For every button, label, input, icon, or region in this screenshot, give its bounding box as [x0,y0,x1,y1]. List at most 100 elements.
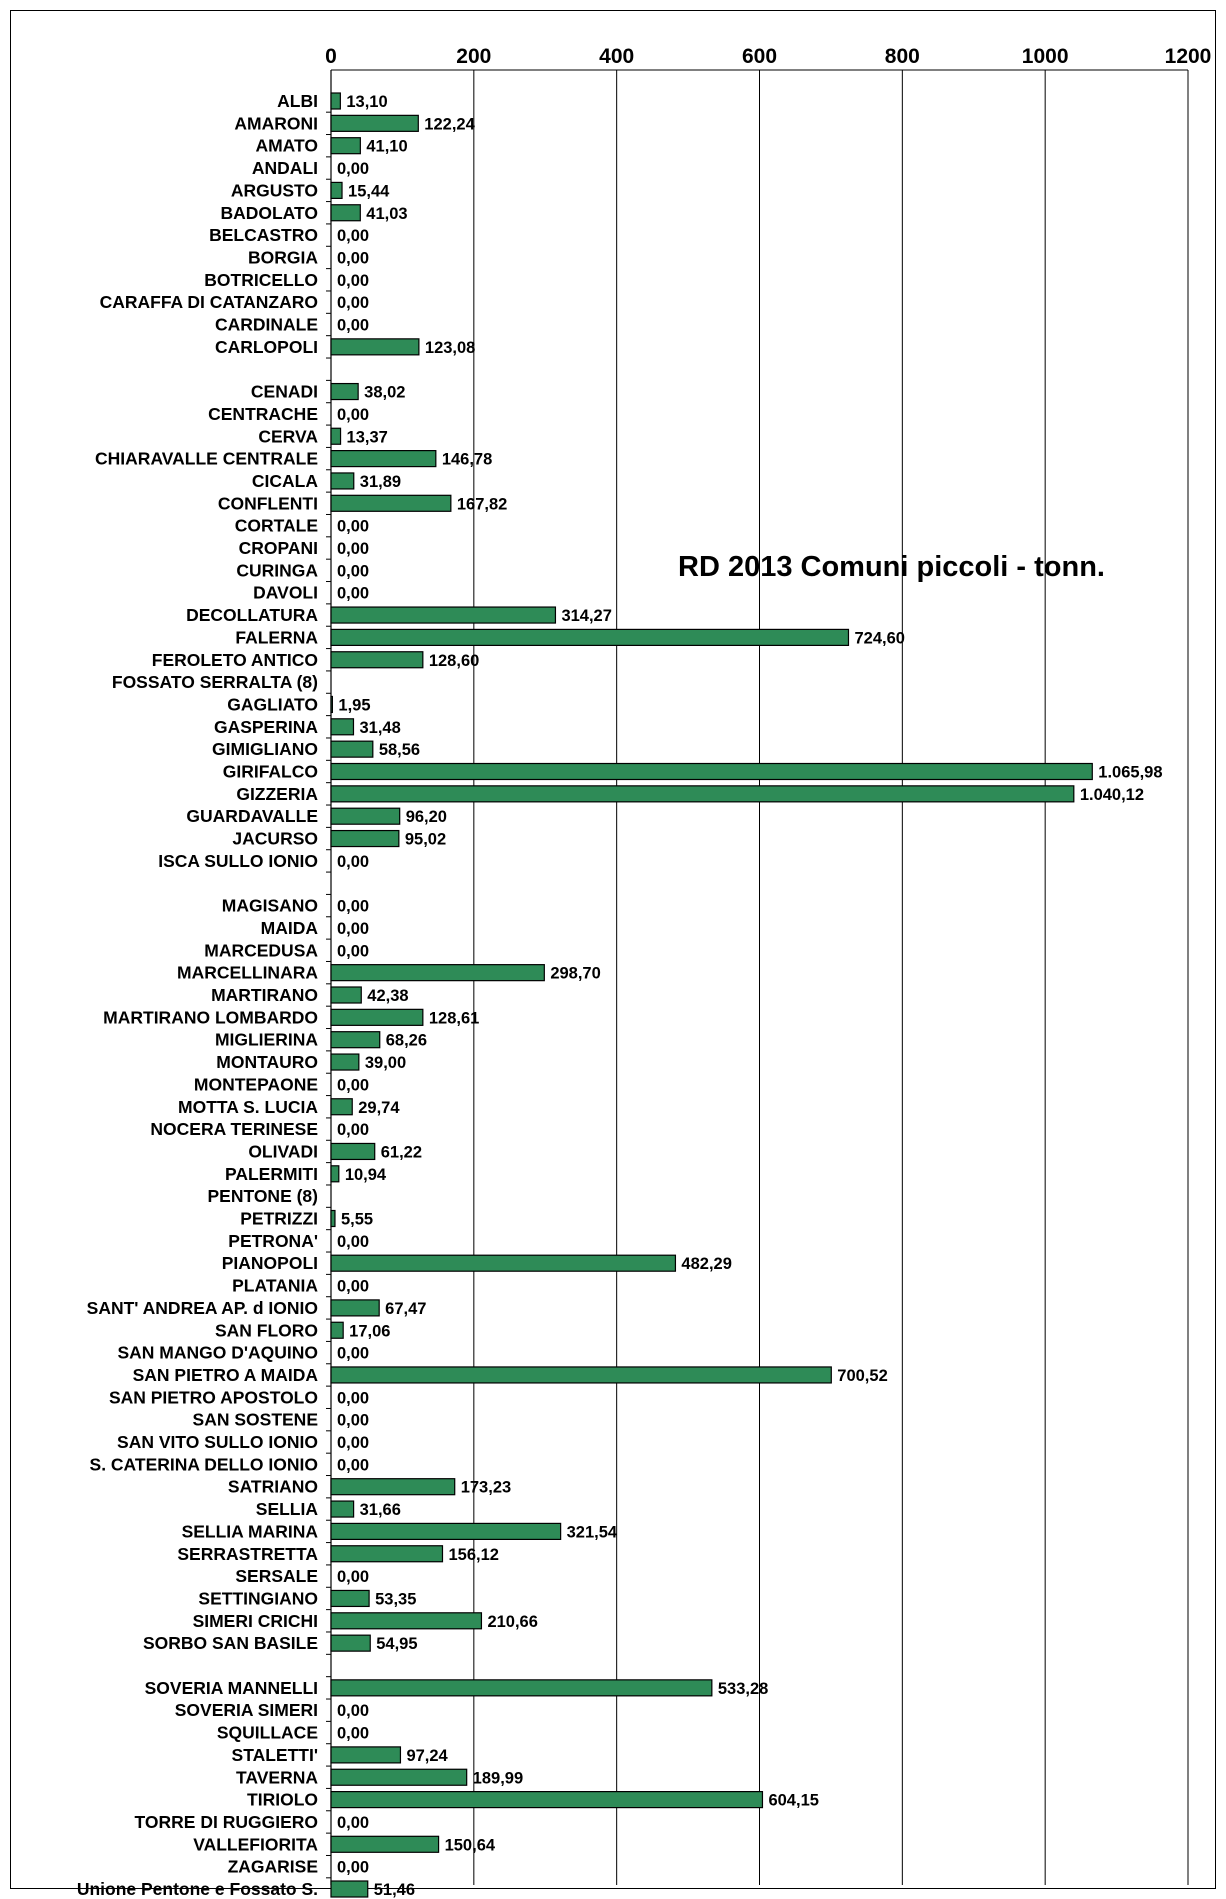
chart-frame [10,10,1216,1889]
value-label: 128,60 [429,652,479,670]
category-label: TORRE DI RUGGIERO [135,1812,318,1832]
category-label: SAN PIETRO A MAIDA [133,1365,319,1385]
bar [330,829,400,848]
bar [330,1545,444,1563]
value-label: 31,89 [360,473,401,491]
category-label: CARDINALE [215,315,318,335]
value-label: 210,66 [487,1613,537,1631]
value-label: 189,99 [473,1769,523,1787]
category-label: CARAFFA DI CATANZARO [100,292,318,312]
bar [330,427,342,445]
value-label: 0,00 [337,518,369,536]
category-label: ANDALI [252,158,318,178]
value-label: 13,10 [346,93,387,111]
x-tick-label: 200 [456,45,491,68]
value-label: 0,00 [337,1814,369,1832]
value-label: 0,00 [337,294,369,312]
category-label: SIMERI CRICHI [193,1611,318,1631]
value-label: 0,00 [337,1456,369,1474]
category-label: ISCA SULLO IONIO [158,851,318,871]
category-label: CONFLENTI [218,493,318,513]
category-label: FALERNA [235,627,318,647]
category-label: MAIDA [261,918,319,938]
value-label: 41,03 [366,205,407,223]
bars [330,92,1093,1898]
value-label: 97,24 [406,1747,448,1765]
value-label: 0,00 [337,540,369,558]
value-label: 0,00 [337,1233,369,1251]
value-label: 17,06 [349,1322,390,1340]
bar [330,964,545,982]
value-label: 61,22 [381,1143,422,1161]
category-label: MONTEPAONE [194,1074,318,1094]
value-label: 150,64 [445,1836,496,1854]
bar [330,450,437,468]
value-label: 173,23 [461,1479,511,1497]
value-label: 15,44 [348,182,390,200]
bar [330,1679,713,1697]
value-label: 0,00 [337,1725,369,1743]
value-label: 0,00 [337,227,369,245]
bar [330,1634,371,1652]
chart-title: RD 2013 Comuni piccoli - tonn. [678,551,1105,583]
category-label: CORTALE [235,516,318,536]
category-label: CARLOPOLI [215,337,318,357]
bar [330,1299,380,1317]
value-label: 0,00 [337,249,369,267]
value-label: 5,55 [341,1211,373,1229]
value-label: 0,00 [337,1278,369,1296]
category-label: PETRONA' [228,1231,318,1251]
value-label: 0,00 [337,1568,369,1586]
value-label: 123,08 [425,339,475,357]
bar [330,338,420,356]
value-label: 95,02 [405,831,446,849]
value-label: 38,02 [364,384,405,402]
category-label: MARCEDUSA [204,940,318,960]
bar [330,1321,344,1339]
bar [330,785,1075,803]
category-label: GAGLIATO [227,694,318,714]
value-labels: 13,10 122,24 41,10 0,00 15,44 41,03 0,00 0,00 0,… [337,93,1163,1899]
value-label: 13,37 [347,428,388,446]
bar [330,651,424,669]
category-label: MARTIRANO [211,985,318,1005]
category-label: TAVERNA [236,1767,318,1787]
category-label: SOVERIA SIMERI [175,1700,318,1720]
value-label: 0,00 [337,1121,369,1139]
value-label: 122,24 [424,115,475,133]
category-label: ALBI [277,91,318,111]
category-label: CENADI [251,382,318,402]
value-label: 0,00 [337,1434,369,1452]
category-label: DAVOLI [253,583,318,603]
value-label: 96,20 [406,808,447,826]
value-label: 0,00 [337,317,369,335]
category-label: PLATANIA [232,1276,318,1296]
category-label: MARTIRANO LOMBARDO [103,1007,318,1027]
category-label: SERSALE [235,1566,318,1586]
category-label: SAN PIETRO APOSTOLO [109,1387,318,1407]
bar [330,1031,381,1049]
category-label: SELLIA [256,1499,319,1519]
category-label: CICALA [252,471,318,491]
value-label: 321,54 [567,1523,618,1541]
value-label: 0,00 [337,585,369,603]
bar [330,1254,677,1272]
value-label: 54,95 [376,1635,417,1653]
value-label: 1,95 [338,696,370,714]
category-label: MARCELLINARA [177,963,318,983]
category-label: ARGUSTO [231,180,318,200]
bar [330,1880,369,1898]
category-label: CHIARAVALLE CENTRALE [95,449,318,469]
value-label: 0,00 [337,1389,369,1407]
value-label: 0,00 [337,160,369,178]
category-label: GIMIGLIANO [212,739,318,759]
value-label: 0,00 [337,942,369,960]
bar [330,1165,340,1183]
bar [330,92,341,110]
value-label: 67,47 [385,1300,426,1318]
bar [330,204,361,222]
value-label: 0,00 [337,1076,369,1094]
category-label: SAN SOSTENE [193,1410,318,1430]
bar [330,181,343,199]
category-label: SETTINGIANO [198,1588,318,1608]
